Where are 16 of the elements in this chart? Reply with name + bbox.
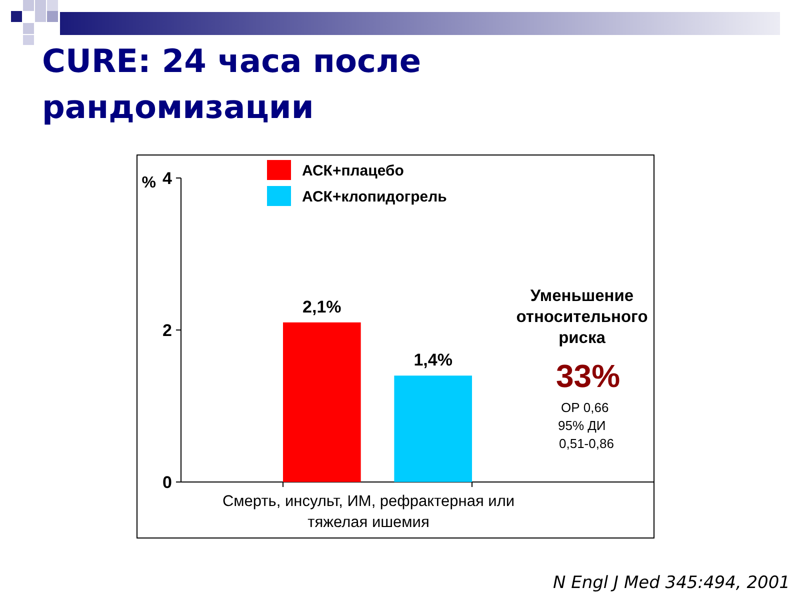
legend-label: АСК+клопидогрель [302,188,447,206]
y-tick-label: 2 [162,320,172,340]
y-tick-label: 4 [162,168,173,188]
x-tick-label: Смерть, инсульт, ИМ, рефрактерная или тяжелая ишемия [222,493,515,531]
data-label: 1,4% [414,350,452,370]
chart-title: CURE: 24 часа после рандомизации [42,42,422,126]
annotation: 33% [556,358,620,394]
legend-label: АСК+плацебо [302,162,404,180]
data-label: 2,1% [302,297,342,316]
text: N Engl J Med 345:494, 2001 [553,573,790,593]
annotation: 95% ДИ [558,418,606,433]
annotation: 0,51-0,86 [559,436,614,451]
annotation: Уменьшение относительного риска [516,287,648,347]
y-axis-title: % [142,174,156,192]
annotation: ОР 0,66 [561,400,609,415]
y-tick-label: 0 [162,472,172,492]
